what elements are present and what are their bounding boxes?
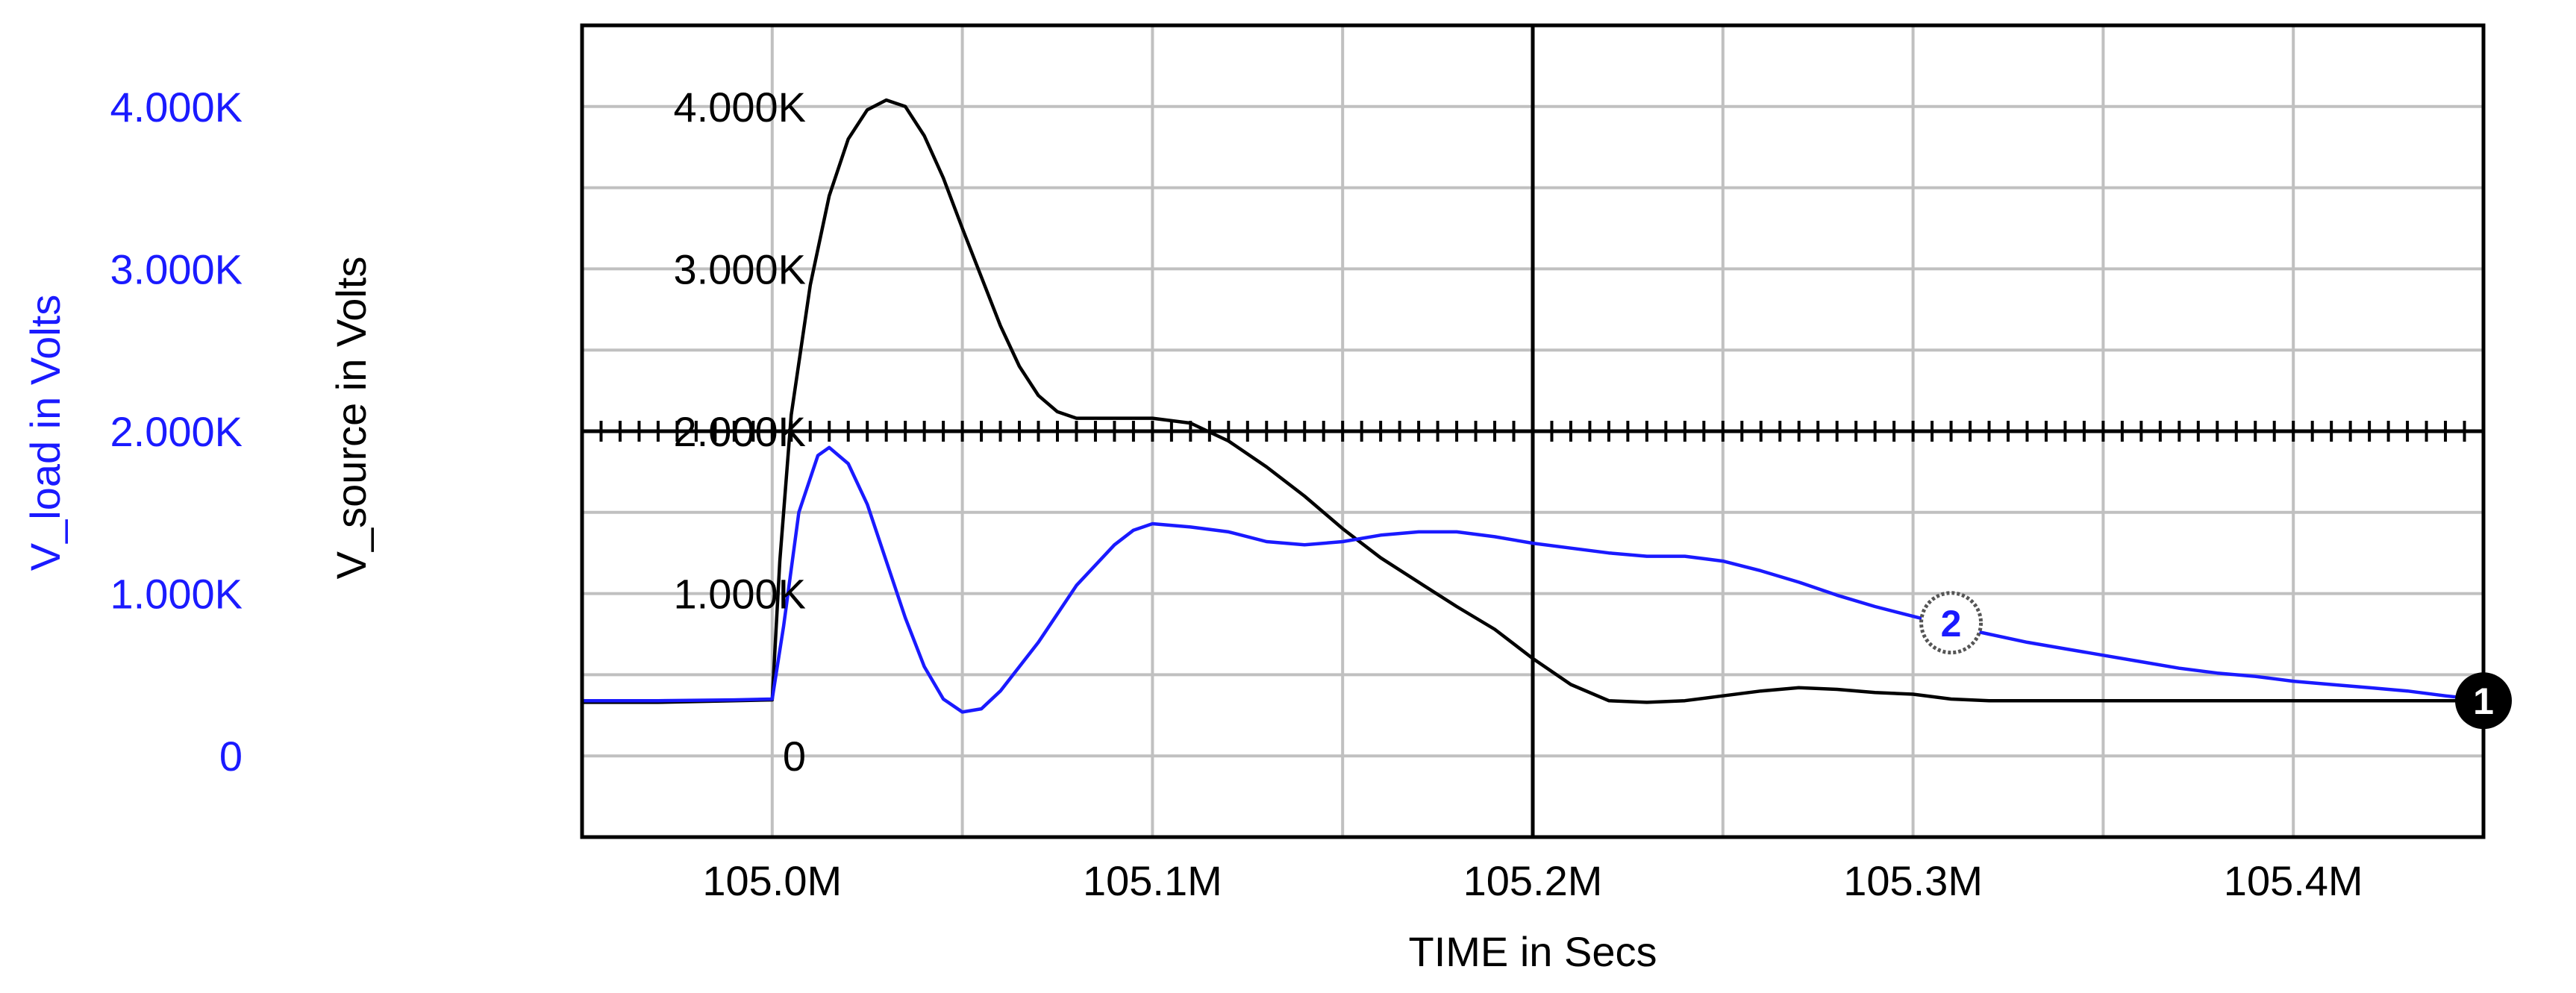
y-axis-load-ticks: 0 1.000K 2.000K 3.000K 4.000K	[110, 84, 243, 780]
x-tick-label: 105.3M	[1843, 857, 1983, 904]
marker-circle	[2455, 672, 2512, 730]
marker-label: 2	[1941, 603, 1962, 645]
plot-frame	[580, 23, 2486, 839]
marker-circle	[1919, 591, 1983, 655]
y-tick-label: 4.000K	[110, 84, 243, 131]
y-tick-label: 0	[219, 733, 243, 780]
series-line-1	[582, 98, 2483, 704]
marker-label: 1	[2473, 680, 2494, 722]
x-tick-label: 105.2M	[1463, 857, 1603, 904]
y-tick-label: 3.000K	[110, 245, 243, 292]
x-axis-title: TIME in Secs	[1409, 928, 1657, 975]
y-axis-source-ticks: 0 1.000K 2.000K 3.000K 4.000K	[674, 84, 807, 780]
x-tick-label: 105.0M	[702, 857, 842, 904]
x-tick-label: 105.4M	[2224, 857, 2363, 904]
x-axis-ticks: 105.0M 105.1M 105.2M 105.3M 105.4M	[702, 857, 2363, 904]
y-tick-label: 1.000K	[674, 571, 807, 618]
y-tick-label: 0	[783, 733, 806, 780]
cursor-lines	[582, 25, 2483, 837]
series-layer	[582, 98, 2484, 714]
y-tick-label: 4.000K	[674, 84, 807, 131]
y-axis-source-title: V_source in Volts	[328, 257, 375, 580]
series-line-2	[582, 445, 2484, 714]
y-tick-label: 2.000K	[110, 408, 243, 455]
y-tick-label: 3.000K	[674, 245, 807, 292]
series-markers: 12	[1919, 591, 2512, 730]
y-axis-load-title: V_load in Volts	[22, 295, 69, 571]
y-tick-label: 2.000K	[674, 408, 807, 455]
x-tick-label: 105.1M	[1083, 857, 1222, 904]
y-tick-label: 1.000K	[110, 571, 243, 618]
